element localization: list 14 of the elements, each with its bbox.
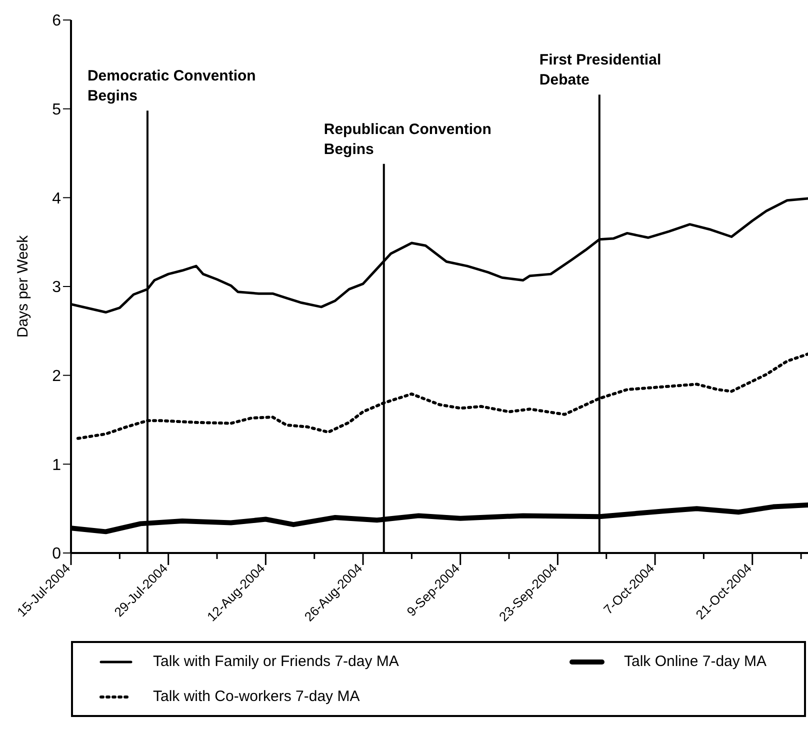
legend-label: Talk with Family or Friends 7-day MA — [153, 653, 399, 670]
legend-label: Talk Online 7-day MA — [624, 653, 767, 670]
y-tick-label: 2 — [52, 368, 62, 386]
y-axis-title: Days per Week — [14, 234, 32, 338]
ref-line-label: Democratic Convention Begins — [87, 68, 256, 105]
y-tick-label: 0 — [52, 546, 62, 563]
y-tick-label: 5 — [52, 102, 62, 119]
ref-line-label: Republican Convention Begins — [324, 120, 492, 158]
y-tick-label: 3 — [52, 279, 62, 296]
y-tick-label: 6 — [52, 12, 62, 30]
ref-line-label: First Presidential Debate — [539, 52, 662, 89]
legend-label: Talk with Co-workers 7-day MA — [153, 688, 360, 705]
y-tick-label: 4 — [52, 190, 62, 208]
y-tick-label: 1 — [52, 456, 62, 474]
